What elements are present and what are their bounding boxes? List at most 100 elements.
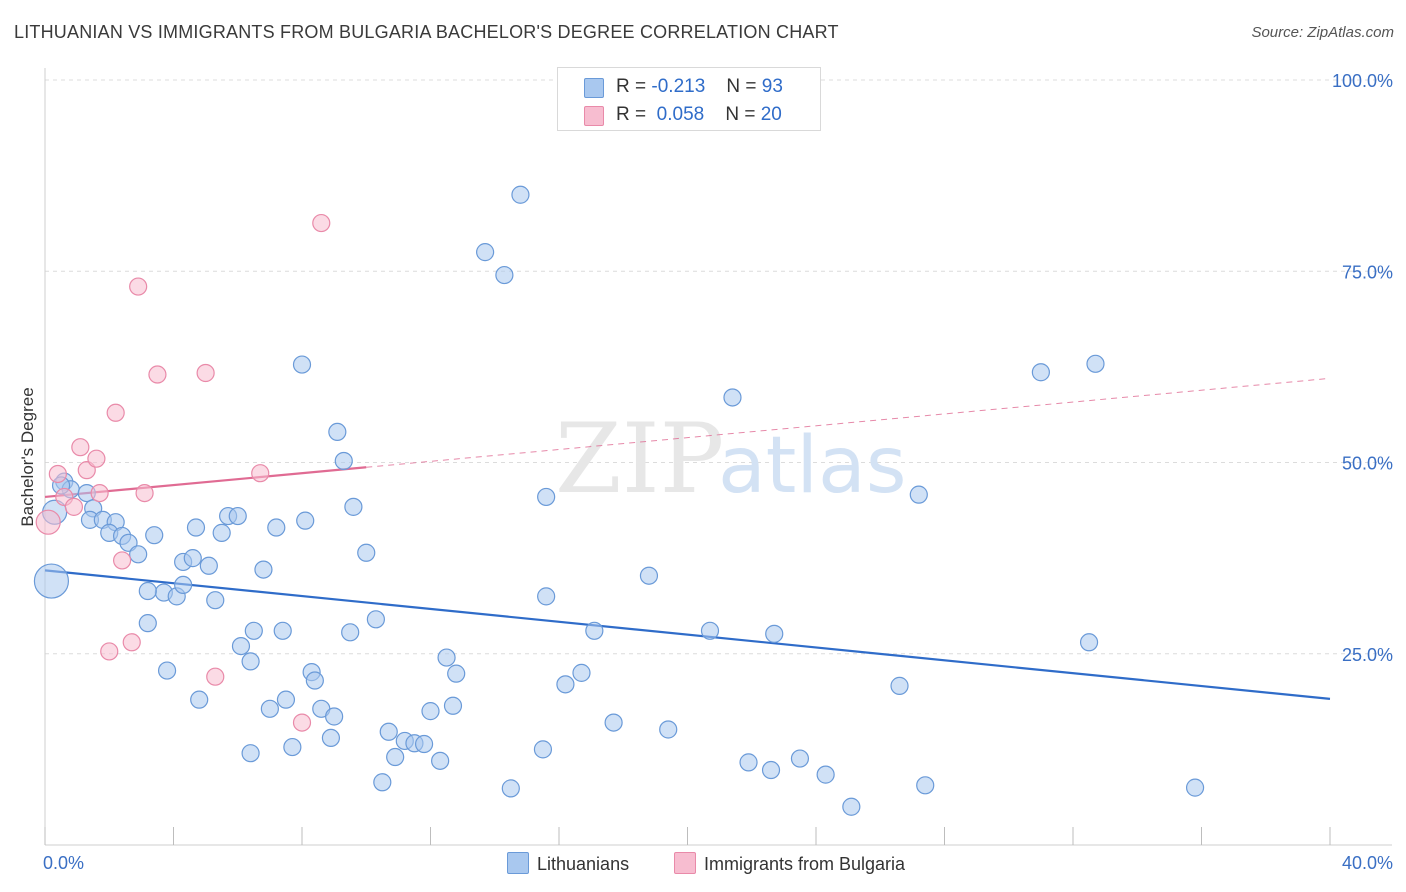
lithuanian-point — [816, 765, 835, 784]
lithuanian-point — [437, 648, 456, 667]
lithuanian-point — [916, 776, 935, 795]
lithuanian-point — [241, 652, 260, 671]
lithuanian-point — [341, 623, 360, 642]
lithuanian-point — [305, 671, 324, 690]
lithuanian-point — [739, 753, 758, 772]
lithuanian-point — [129, 545, 148, 564]
y-tick-label: 75.0% — [1342, 262, 1393, 282]
lithuanian-point — [334, 451, 353, 471]
lithuanian-point — [909, 485, 928, 504]
lithuanian-point — [572, 663, 591, 682]
bottom-legend-label: Lithuanians — [537, 854, 630, 874]
y-tick-label: 25.0% — [1342, 645, 1393, 665]
lithuanian-point — [145, 526, 164, 545]
lithuanian-point — [1031, 363, 1050, 382]
lithuanian-point — [585, 621, 604, 640]
bulgaria-point — [206, 667, 225, 686]
lithuanian-point — [511, 185, 530, 204]
lithuanian-point — [273, 621, 292, 640]
lithuanian-point — [443, 696, 463, 715]
lithuanian-point — [1086, 354, 1105, 373]
data-points — [33, 185, 1205, 816]
bulgaria-point — [135, 484, 154, 503]
lithuanian-point — [1185, 778, 1205, 797]
lithuanian-point — [639, 566, 659, 585]
lithuanian-point — [421, 702, 440, 721]
lithuanian-point — [328, 422, 347, 441]
legend-swatch-pink — [584, 106, 604, 126]
legend-r-value: 0.058 — [656, 104, 705, 125]
bulgaria-point — [148, 365, 167, 384]
bulgaria-point — [35, 509, 61, 535]
lithuanian-point — [260, 699, 279, 718]
lithuanian-point — [254, 560, 273, 579]
bulgaria-point — [87, 449, 106, 468]
lithuanian-point — [366, 610, 385, 629]
watermark: ZIP atlas — [555, 403, 907, 515]
lithuanian-point — [228, 506, 247, 526]
lithuanian-point — [414, 734, 434, 754]
legend-r-label: R = — [616, 104, 647, 125]
lithuanian-point — [190, 690, 209, 709]
x-tick-label: 0.0% — [43, 853, 84, 873]
bulgaria-point — [129, 277, 148, 296]
bottom-legend-swatch-blue — [507, 852, 529, 874]
bulgaria-point — [196, 363, 215, 383]
lithuanian-point — [138, 614, 157, 633]
grid-lines — [45, 79, 1392, 655]
lithuanian-point — [659, 720, 678, 739]
x-tick-label: 40.0% — [1342, 853, 1393, 873]
lithuanian-point — [556, 675, 575, 694]
legend-n-label: N = — [726, 76, 757, 97]
bulgaria-point — [64, 497, 84, 516]
legend-swatch-blue — [584, 78, 604, 98]
lithuanian-point — [33, 563, 70, 599]
lithuanian-point — [604, 713, 623, 732]
bulgaria-point — [48, 464, 67, 484]
y-tick-label: 50.0% — [1342, 454, 1393, 474]
lithuanian-point — [501, 779, 520, 798]
lithuanian-point — [212, 523, 231, 542]
legend-n-value: 20 — [760, 104, 782, 125]
lithuanian-point — [790, 749, 810, 768]
bulgaria-point — [312, 213, 331, 233]
lithuanian-point — [431, 751, 450, 770]
lithuanians-trend-line — [44, 569, 1331, 700]
bottom-legend-bulgaria: Immigrants from Bulgaria — [674, 852, 905, 875]
bulgaria-point — [106, 403, 125, 422]
lithuanian-point — [174, 575, 193, 595]
lithuanian-point — [700, 621, 720, 640]
lithuanian-point — [537, 487, 556, 507]
axes — [44, 68, 1392, 846]
bulgaria-point — [251, 464, 270, 483]
lithuanian-point — [765, 624, 784, 643]
lithuanian-point — [447, 664, 466, 683]
chart-title: LITHUANIAN VS IMMIGRANTS FROM BULGARIA B… — [14, 22, 839, 42]
bulgaria-point — [90, 484, 109, 503]
lithuanian-point — [157, 661, 177, 680]
bulgaria-point — [71, 438, 90, 457]
legend-n-value: 93 — [761, 76, 783, 97]
lithuanian-point — [842, 797, 861, 816]
chart-source: Source: ZipAtlas.com — [1251, 24, 1394, 41]
bulgaria-point — [112, 551, 132, 570]
bulgaria-point — [100, 642, 119, 661]
lithuanian-point — [357, 543, 376, 562]
lithuanian-point — [386, 747, 405, 767]
lithuanian-point — [761, 760, 781, 780]
lithuanian-point — [379, 722, 398, 741]
bottom-legend-label: Immigrants from Bulgaria — [704, 854, 906, 874]
y-axis-title: Bachelor's Degree — [18, 387, 37, 526]
legend: R = -0.213 N = 93 R = 0.058 N = 20 — [557, 67, 821, 131]
lithuanian-point — [199, 556, 218, 575]
lithuanian-point — [276, 690, 296, 709]
legend-n-label: N = — [725, 104, 756, 125]
lithuanian-point — [241, 744, 260, 763]
lithuanian-point — [723, 388, 742, 407]
tick-labels: 25.0% 50.0% 75.0% 100.0% 0.0% 40.0% — [43, 71, 1393, 873]
lithuanian-point — [890, 676, 909, 695]
watermark-atlas: atlas — [718, 421, 907, 511]
lithuanian-point — [344, 497, 363, 516]
lithuanian-point — [1079, 633, 1099, 652]
